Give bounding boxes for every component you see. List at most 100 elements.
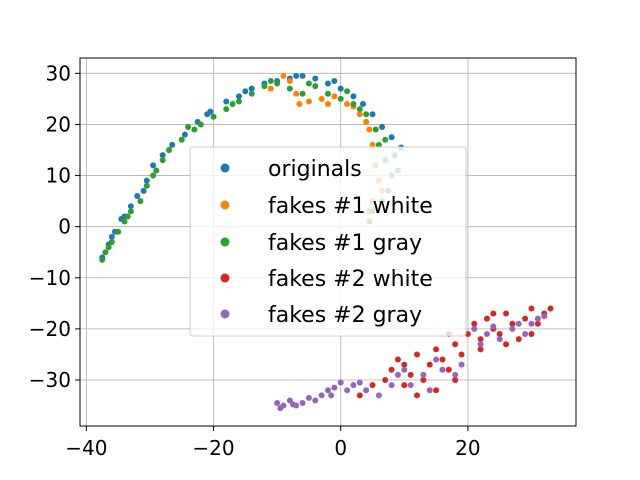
x-tick-label: −20 [192, 436, 234, 460]
data-point [290, 401, 297, 408]
data-point [293, 72, 300, 79]
data-point [121, 218, 128, 225]
data-point [401, 361, 408, 368]
data-point [528, 305, 535, 312]
data-point [248, 85, 255, 92]
data-point [490, 323, 497, 330]
data-point [522, 331, 529, 337]
data-point [344, 88, 351, 95]
data-point [153, 167, 160, 174]
series-2 [99, 78, 401, 263]
data-point [223, 98, 230, 105]
data-point [458, 361, 465, 368]
data-point [328, 392, 335, 399]
data-point [496, 336, 503, 343]
data-point [477, 341, 484, 348]
data-point [414, 351, 421, 358]
x-tick-label: 0 [334, 436, 347, 460]
data-point [191, 126, 198, 133]
data-point [369, 141, 376, 148]
data-point [337, 85, 344, 92]
legend-box [189, 146, 467, 337]
data-point [359, 101, 366, 107]
data-point [242, 88, 249, 95]
data-point [363, 111, 370, 118]
data-point [115, 228, 122, 235]
data-point [140, 187, 147, 194]
data-point [433, 346, 440, 353]
data-point [102, 249, 109, 256]
x-tick-label: 20 [455, 436, 480, 460]
data-point [420, 371, 427, 378]
data-point [452, 371, 459, 378]
data-point [509, 325, 516, 332]
data-point [305, 80, 312, 87]
data-point [388, 366, 395, 373]
data-point [108, 239, 115, 245]
data-point [159, 157, 166, 164]
data-point [471, 320, 478, 327]
data-point [248, 90, 255, 97]
data-point [509, 320, 516, 327]
data-point [414, 392, 421, 399]
data-point [503, 341, 510, 348]
data-point [277, 405, 284, 412]
data-point [197, 121, 204, 128]
data-point [143, 182, 150, 189]
data-point [350, 382, 357, 389]
data-point [375, 392, 382, 399]
legend-marker-originals [220, 163, 230, 173]
data-point [363, 118, 370, 125]
data-point [356, 111, 363, 118]
data-point [452, 341, 459, 348]
data-point [299, 400, 306, 406]
data-point [394, 356, 401, 363]
legend-label-fakes-2-gray: fakes #2 gray [268, 303, 422, 328]
data-point [337, 95, 344, 102]
data-point [394, 371, 401, 378]
data-point [439, 356, 446, 363]
data-point [312, 397, 319, 404]
data-point [325, 101, 331, 107]
data-point [407, 371, 414, 378]
data-point [99, 256, 106, 263]
data-point [159, 152, 166, 159]
data-point [204, 111, 211, 118]
plot-frame [79, 57, 577, 427]
legend-marker-fakes-1-white [220, 200, 230, 210]
y-tick-label: 10 [46, 164, 71, 188]
legend-marker-fakes-1-gray [220, 237, 230, 247]
data-point [267, 85, 274, 92]
data-point [344, 101, 351, 107]
legend-label-fakes-1-white: fakes #1 white [268, 194, 433, 219]
data-point [534, 315, 541, 322]
legend-label-originals: originals [268, 157, 362, 182]
data-point [185, 124, 192, 130]
data-point [296, 101, 303, 107]
data-point [331, 78, 338, 84]
data-point [433, 387, 440, 394]
legend-label-fakes-2-white: fakes #2 white [268, 267, 433, 292]
data-point [267, 78, 274, 84]
data-point [337, 379, 344, 386]
data-point [433, 356, 440, 363]
data-point [312, 83, 319, 90]
data-point [407, 382, 414, 389]
series-0 [99, 72, 405, 261]
y-tick-label: −30 [29, 368, 71, 392]
data-point [515, 336, 522, 343]
data-point [379, 124, 386, 130]
data-point [426, 361, 433, 368]
data-point [401, 382, 408, 389]
data-point [369, 382, 376, 389]
data-point [299, 90, 306, 97]
data-point [496, 331, 503, 337]
data-point [299, 72, 306, 79]
data-point [522, 315, 529, 322]
data-point [344, 387, 351, 394]
data-point [350, 93, 357, 100]
data-point [426, 387, 433, 394]
data-point [286, 85, 293, 92]
data-point [169, 141, 176, 148]
